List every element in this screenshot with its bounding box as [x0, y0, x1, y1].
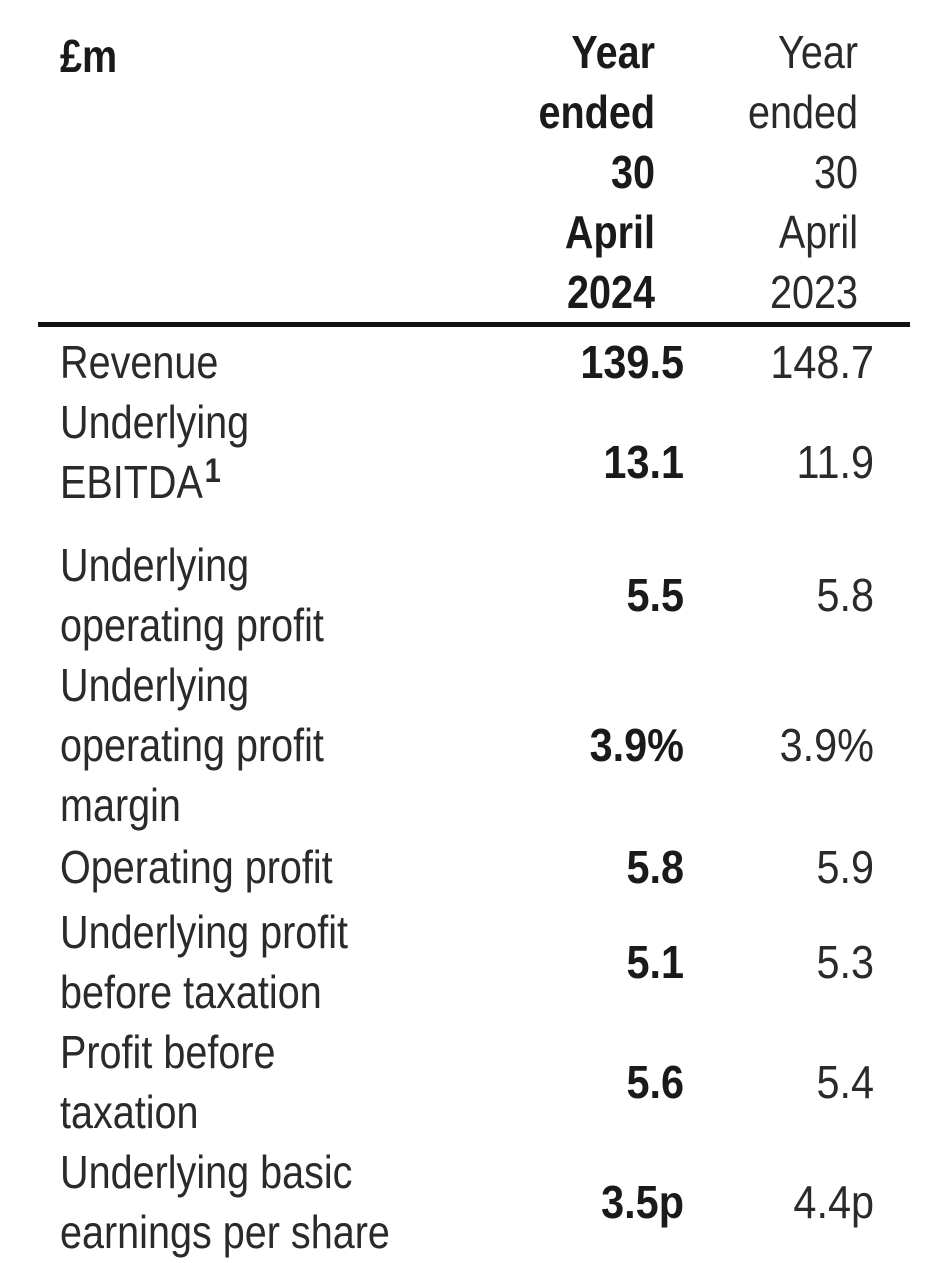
column-header-current-year: Year ended 30 April 2024: [538, 26, 655, 318]
row-label-text: Underlying EBITDA: [60, 396, 250, 508]
value-prior: 5.8: [816, 569, 874, 621]
table-row-underlying-basic-eps: Underlying basic earnings per share 3.5p…: [0, 1142, 942, 1262]
table-row-revenue: Revenue 139.5 148.7: [0, 332, 942, 392]
value-prior: 148.7: [770, 336, 874, 388]
row-label: Underlying EBITDA1: [60, 392, 318, 512]
table-row-operating-profit: Operating profit 5.8 5.9: [0, 837, 942, 897]
value-current: 5.8: [626, 841, 684, 893]
value-prior: 4.4p: [793, 1176, 874, 1228]
column-header-prior-year: Year ended 30 April 2023: [747, 26, 858, 318]
table-row-profit-before-taxation: Profit before taxation 5.6 5.4: [0, 1022, 942, 1142]
table-row-underlying-ebitda: Underlying EBITDA1 13.1 11.9: [0, 392, 942, 532]
table-row-underlying-operating-profit-margin: Underlying operating profit margin 3.9% …: [0, 655, 942, 835]
value-current: 5.5: [626, 569, 684, 621]
row-label: Underlying basic earnings per share: [60, 1146, 390, 1258]
value-prior: 5.4: [816, 1056, 874, 1108]
row-label: Profit before taxation: [60, 1026, 276, 1138]
table-header: £m Year ended 30 April 2024 Year ended 3…: [0, 0, 942, 322]
value-prior: 11.9: [796, 436, 874, 488]
row-label: Underlying operating profit margin: [60, 659, 324, 831]
value-current: 3.5p: [601, 1176, 684, 1228]
footnote-marker: 1: [204, 452, 221, 490]
units-label: £m: [60, 30, 118, 82]
value-prior: 5.9: [816, 841, 874, 893]
row-label: Underlying operating profit: [60, 539, 324, 651]
header-divider: [38, 322, 910, 327]
value-prior: 3.9%: [779, 719, 874, 771]
value-prior: 5.3: [816, 936, 874, 988]
table-row-underlying-profit-before-taxation: Underlying profit before taxation 5.1 5.…: [0, 902, 942, 1022]
row-label: Revenue: [60, 336, 219, 388]
table-row-underlying-operating-profit: Underlying operating profit 5.5 5.8: [0, 535, 942, 655]
value-current: 5.1: [626, 936, 684, 988]
row-label: Operating profit: [60, 841, 333, 893]
value-current: 139.5: [580, 336, 684, 388]
value-current: 13.1: [603, 436, 684, 488]
row-label: Underlying profit before taxation: [60, 906, 349, 1018]
value-current: 3.9%: [589, 719, 684, 771]
value-current: 5.6: [626, 1056, 684, 1108]
